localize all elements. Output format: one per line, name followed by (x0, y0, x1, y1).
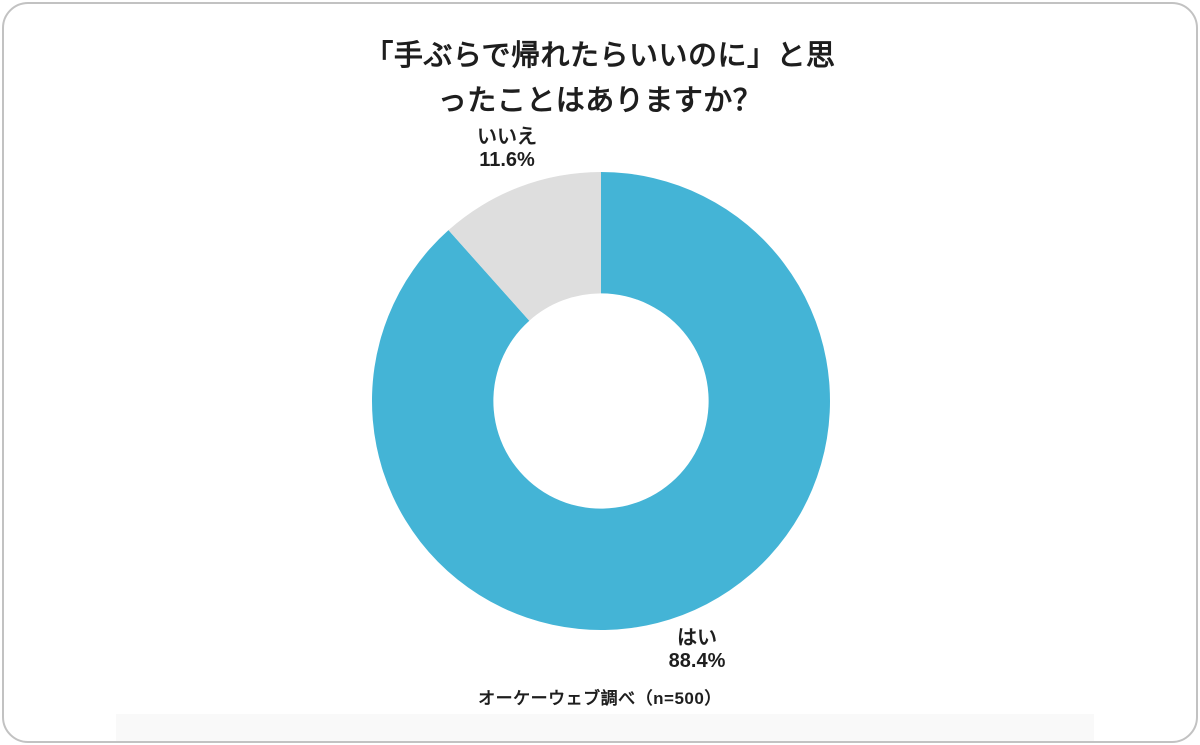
chart-title-line2: ったことはありますか？ (437, 85, 763, 117)
donut-slice-no (448, 172, 601, 321)
slice-label-yes: はい 88.4% (669, 627, 726, 673)
donut-chart (371, 172, 830, 630)
slice-label-no-value: 11.6% (479, 149, 535, 171)
chart-title-line1: 「手ぶらで帰れたらいいのに」と思 (364, 40, 836, 72)
slice-label-no: いいえ 11.6% (477, 126, 537, 172)
slice-label-yes-category: はい (677, 627, 717, 649)
slice-label-yes-value: 88.4% (668, 650, 726, 672)
slice-label-no-category: いいえ (477, 126, 537, 148)
chart-title: 「手ぶらで帰れたらいいのに」と思 ったことはありますか？ (4, 34, 1196, 124)
donut-slice-yes (371, 172, 830, 630)
source-note: オーケーウェブ調べ（n=500） (478, 689, 722, 708)
footer-strip (116, 714, 1094, 741)
